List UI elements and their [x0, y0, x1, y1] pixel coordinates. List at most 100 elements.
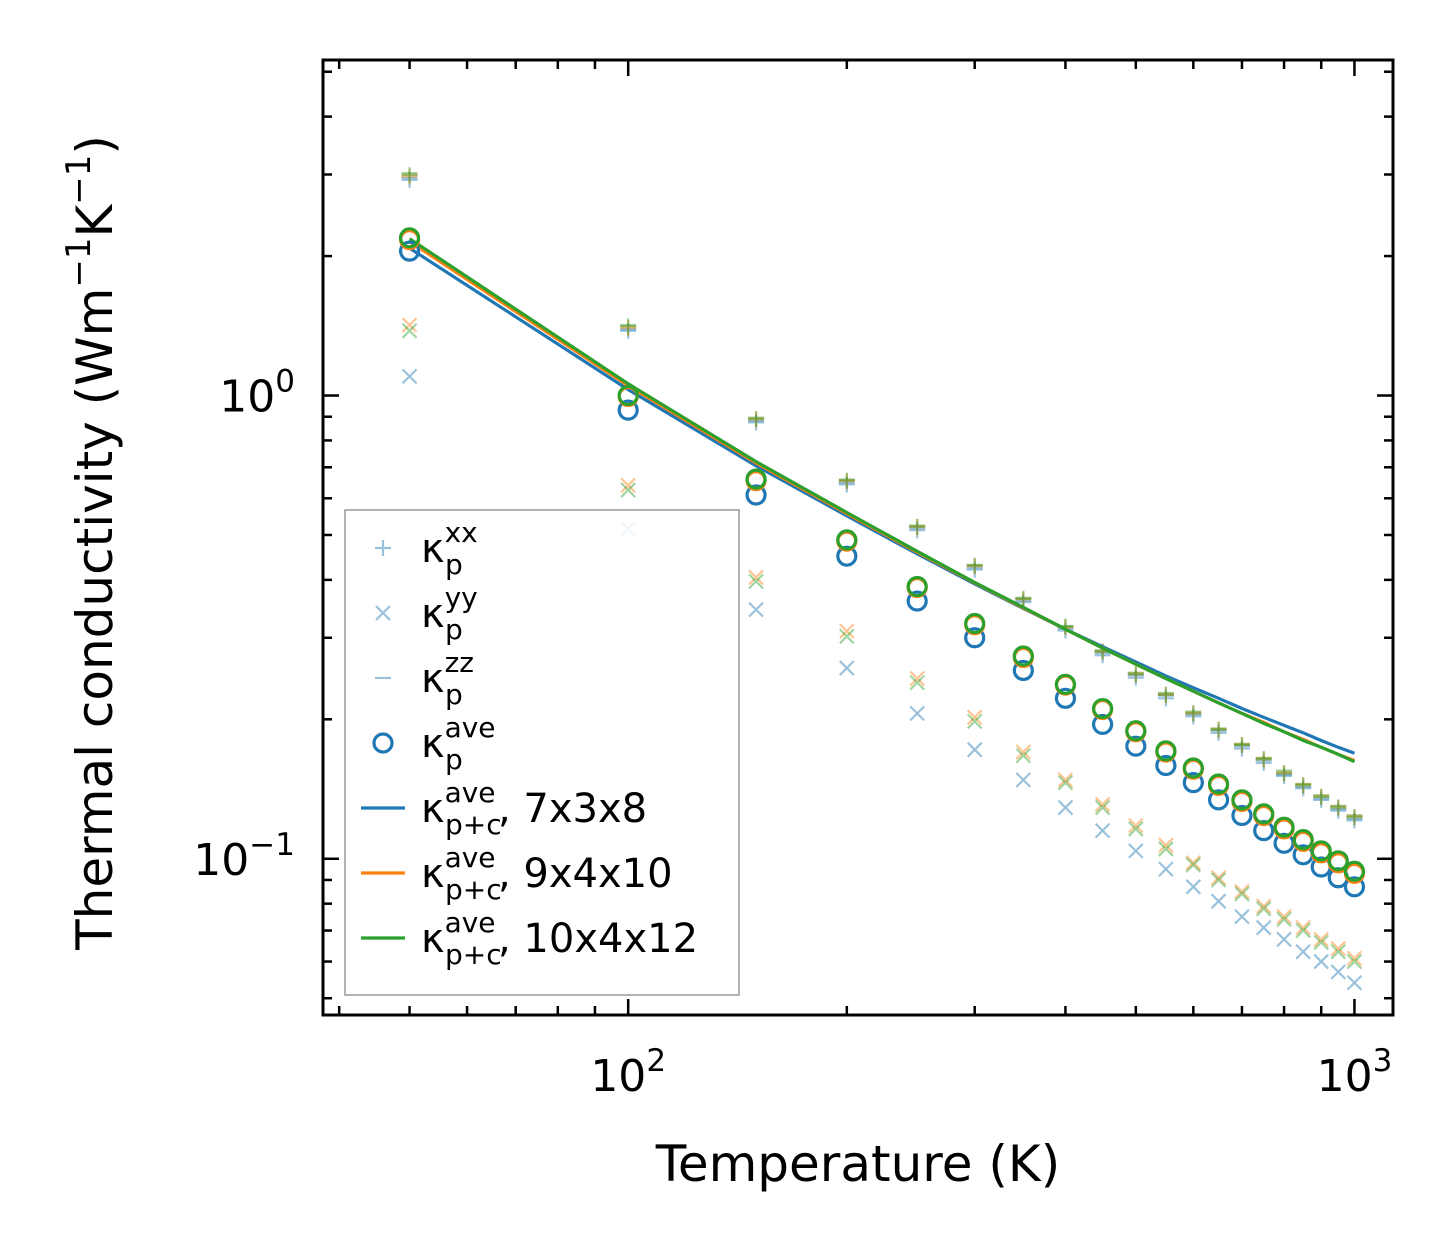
- component-point: [1057, 774, 1074, 791]
- series-circle: [398, 227, 1366, 882]
- component-point: [1015, 747, 1032, 764]
- component-point: [1313, 791, 1330, 808]
- component-point: [1346, 812, 1363, 829]
- average-point: [906, 590, 928, 612]
- legend-label: κave p: [421, 711, 496, 776]
- average-point: [1012, 659, 1034, 682]
- component-point: [1295, 922, 1311, 939]
- series-line: [408, 237, 1356, 764]
- average-point: [1125, 720, 1147, 742]
- average-point: [1273, 816, 1295, 838]
- component-point: [620, 477, 636, 494]
- component-point: [1057, 799, 1074, 816]
- component-point: [1185, 879, 1202, 895]
- component-point: [1015, 772, 1032, 788]
- component-point: [620, 322, 637, 339]
- component-point: [1330, 799, 1347, 816]
- component-point: [1313, 953, 1329, 970]
- component-point: [909, 674, 925, 691]
- average-point: [1207, 789, 1230, 811]
- component-point: [401, 167, 418, 184]
- component-point: [1127, 669, 1144, 686]
- component-point: [1094, 822, 1111, 839]
- x-axis-title: Temperature (K): [655, 1135, 1060, 1193]
- average-point: [906, 575, 928, 598]
- average-point: [1091, 713, 1114, 736]
- average-point: [1310, 840, 1332, 862]
- component-point: [1313, 934, 1329, 951]
- component-point: [966, 713, 983, 730]
- component-point: [839, 660, 855, 676]
- legend-label: κave p+c, 7x3x8: [421, 776, 647, 841]
- component-point: [1276, 767, 1293, 784]
- component-point: [1276, 911, 1292, 928]
- average-point: [964, 627, 986, 649]
- component-point: [1234, 886, 1250, 902]
- series-line: [408, 246, 1356, 755]
- component-point: [1128, 843, 1144, 859]
- component-point: [1210, 721, 1227, 738]
- series-layer: [398, 167, 1366, 991]
- series-plus: [401, 167, 1363, 826]
- series-line: [408, 237, 1356, 764]
- component-point: [1255, 900, 1272, 917]
- component-point: [1158, 841, 1174, 857]
- component-point: [1330, 799, 1347, 816]
- average-point: [836, 545, 858, 567]
- legend-marker-swatch: [375, 540, 391, 556]
- legend-item: κyy p: [375, 581, 478, 646]
- series-x: [401, 322, 1363, 970]
- component-point: [1094, 647, 1111, 664]
- component-point: [1330, 940, 1347, 957]
- average-point: [1012, 645, 1034, 667]
- component-point: [966, 741, 983, 758]
- x-tick-label: 103: [1317, 1043, 1393, 1102]
- component-point: [1255, 751, 1272, 768]
- component-point: [839, 628, 855, 645]
- legend-item: κave p: [372, 711, 496, 776]
- component-point: [1233, 737, 1250, 754]
- legend-label: κxx p: [421, 516, 478, 581]
- component-point: [401, 368, 418, 385]
- average-point: [1253, 803, 1275, 825]
- component-point: [909, 519, 926, 536]
- legend-label: κave p+c, 9x4x10: [421, 841, 673, 906]
- component-point: [401, 168, 418, 185]
- component-point: [1128, 821, 1144, 837]
- component-point: [1346, 809, 1363, 826]
- component-point: [909, 522, 926, 539]
- component-point: [1255, 919, 1272, 936]
- component-point: [620, 319, 637, 336]
- legend-item: κave p+c, 10x4x12: [361, 906, 698, 971]
- component-point: [401, 317, 418, 333]
- component-point: [1210, 724, 1227, 741]
- legend-marker-swatch: [372, 732, 394, 754]
- average-point: [745, 484, 767, 506]
- legend-item: κzz p: [375, 646, 474, 711]
- component-point: [1255, 898, 1272, 914]
- average-point: [1327, 850, 1349, 872]
- component-point: [1313, 788, 1330, 805]
- component-point: [1157, 686, 1174, 703]
- legend-label: κyy p: [421, 581, 478, 646]
- series-dash: [401, 172, 1363, 817]
- series-line: [408, 246, 1356, 755]
- average-point: [1054, 673, 1077, 695]
- x-tick-label: 102: [590, 1043, 666, 1102]
- component-point: [966, 557, 983, 574]
- legend-label: κzz p: [421, 646, 474, 711]
- component-point: [1330, 964, 1347, 980]
- component-point: [966, 709, 983, 726]
- average-point: [836, 529, 858, 551]
- y-tick-label: 10−1: [193, 827, 295, 886]
- component-point: [748, 573, 764, 590]
- component-point: [839, 623, 855, 639]
- component-point: [1295, 943, 1311, 960]
- component-point: [1346, 974, 1363, 991]
- average-point: [1091, 697, 1114, 720]
- average-point: [1125, 735, 1147, 757]
- average-point: [398, 227, 421, 249]
- component-point: [1276, 765, 1293, 782]
